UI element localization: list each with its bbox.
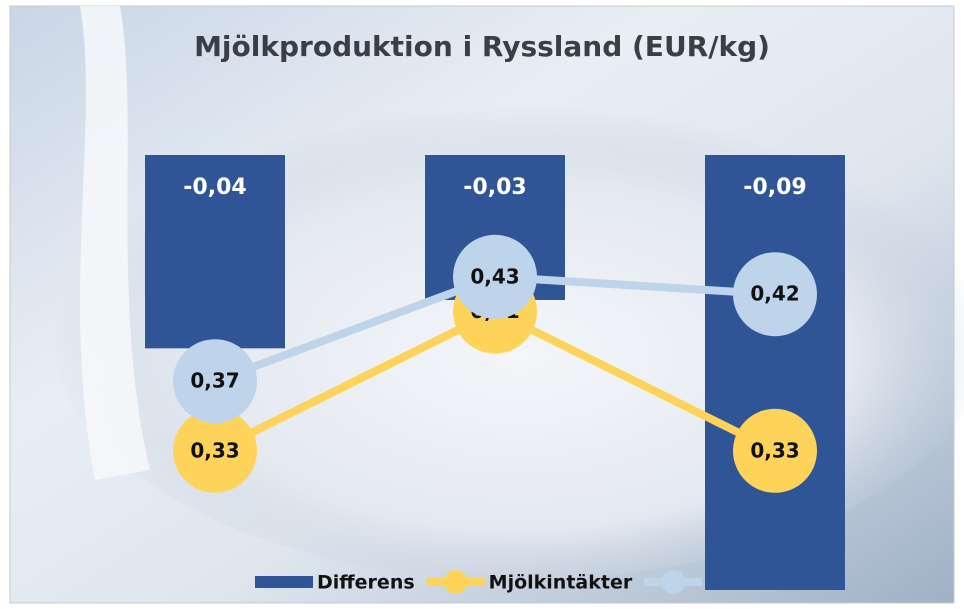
milk-stream (80, 6, 150, 480)
marker (733, 252, 817, 337)
bar (145, 155, 285, 349)
bar-value-label: -0,04 (183, 175, 246, 200)
chart-title: Mjölkproduktion i Ryssland (EUR/kg) (194, 30, 770, 63)
point-value-label: 0,42 (750, 282, 799, 306)
point-value-label: 0,33 (190, 438, 239, 462)
legend-swatch (255, 576, 313, 588)
bar-value-label: -0,03 (463, 175, 526, 200)
marker (173, 339, 257, 424)
point-value-label: 0,37 (190, 369, 239, 393)
legend-swatch (661, 570, 686, 594)
marker (453, 234, 537, 319)
marker (173, 408, 257, 493)
point-value-label: 0,33 (750, 438, 799, 462)
point-value-label: 0,43 (470, 264, 519, 288)
bar (705, 155, 845, 590)
legend-label: Mjölkintäkter (489, 572, 633, 594)
legend-swatch (443, 570, 468, 594)
legend-label: Differens (317, 572, 415, 594)
marker (733, 408, 817, 493)
bar-value-label: -0,09 (743, 175, 806, 200)
